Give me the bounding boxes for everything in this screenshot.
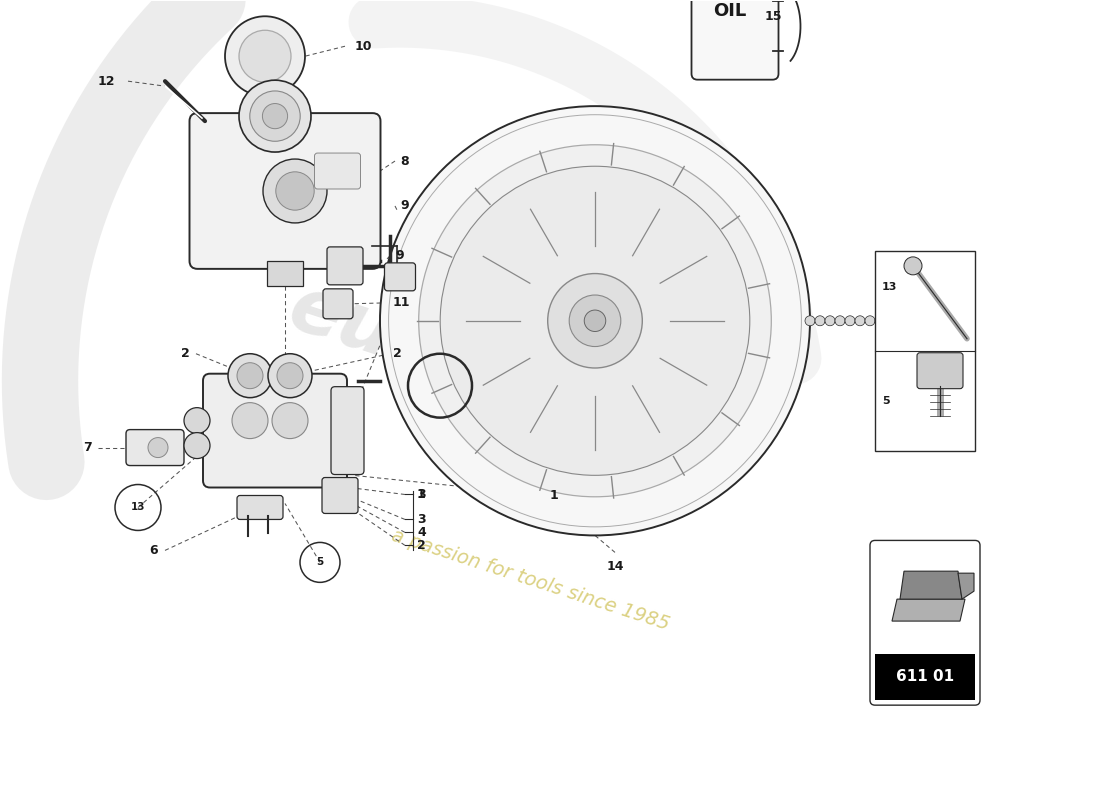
Text: 15: 15 (764, 10, 782, 22)
Bar (267, 261, 303, 286)
FancyBboxPatch shape (874, 251, 975, 450)
Circle shape (250, 91, 300, 142)
FancyBboxPatch shape (331, 386, 364, 474)
Text: 12: 12 (98, 74, 116, 88)
Circle shape (419, 145, 771, 497)
FancyBboxPatch shape (236, 495, 283, 519)
Circle shape (236, 362, 263, 389)
Text: 611 01: 611 01 (895, 670, 954, 685)
Text: 2: 2 (417, 539, 426, 552)
Circle shape (232, 402, 268, 438)
Text: 6: 6 (150, 544, 158, 557)
Circle shape (548, 274, 642, 368)
Circle shape (904, 257, 922, 275)
Text: 10: 10 (355, 40, 373, 53)
Text: 8: 8 (400, 154, 408, 167)
Text: 4: 4 (417, 526, 426, 539)
Circle shape (865, 316, 874, 326)
Polygon shape (958, 573, 974, 599)
Text: 3: 3 (417, 513, 426, 526)
FancyBboxPatch shape (692, 0, 779, 80)
Circle shape (184, 408, 210, 434)
Circle shape (239, 30, 292, 82)
Text: 5: 5 (317, 558, 323, 567)
FancyBboxPatch shape (204, 374, 346, 487)
Circle shape (855, 316, 865, 326)
Circle shape (379, 106, 810, 535)
Text: 1: 1 (550, 489, 559, 502)
Circle shape (835, 316, 845, 326)
Text: 7: 7 (84, 441, 92, 454)
Text: eurospares: eurospares (279, 271, 761, 490)
Circle shape (276, 172, 315, 210)
Text: 2: 2 (182, 347, 190, 360)
Circle shape (815, 316, 825, 326)
FancyBboxPatch shape (315, 153, 361, 189)
FancyBboxPatch shape (327, 247, 363, 285)
Circle shape (569, 295, 620, 346)
Text: a passion for tools since 1985: a passion for tools since 1985 (388, 526, 671, 634)
Circle shape (825, 316, 835, 326)
Circle shape (440, 166, 750, 475)
Circle shape (884, 310, 906, 332)
FancyBboxPatch shape (385, 263, 416, 291)
Text: OIL: OIL (714, 2, 747, 20)
Polygon shape (892, 599, 965, 621)
Text: 5: 5 (882, 396, 890, 406)
Circle shape (268, 354, 312, 398)
Circle shape (845, 316, 855, 326)
Bar (874, 654, 975, 700)
Circle shape (874, 316, 886, 326)
Text: 11: 11 (393, 296, 410, 310)
Polygon shape (900, 571, 962, 599)
FancyBboxPatch shape (322, 478, 358, 514)
Circle shape (272, 402, 308, 438)
Circle shape (277, 362, 302, 389)
Circle shape (228, 354, 272, 398)
Circle shape (263, 103, 287, 129)
FancyBboxPatch shape (189, 113, 381, 269)
Text: 14: 14 (606, 560, 624, 574)
FancyBboxPatch shape (870, 541, 980, 705)
Text: 13: 13 (882, 282, 898, 292)
Circle shape (148, 438, 168, 458)
Circle shape (184, 433, 210, 458)
Circle shape (805, 316, 815, 326)
Text: 2: 2 (393, 347, 402, 360)
FancyBboxPatch shape (917, 353, 962, 389)
Circle shape (263, 159, 327, 223)
Text: 3: 3 (417, 488, 426, 501)
Text: 9: 9 (395, 250, 404, 262)
FancyBboxPatch shape (323, 289, 353, 318)
Text: 9: 9 (400, 199, 408, 213)
Circle shape (239, 80, 311, 152)
Circle shape (226, 16, 305, 96)
Text: 13: 13 (131, 502, 145, 513)
Text: 1: 1 (417, 488, 426, 501)
Circle shape (584, 310, 606, 331)
FancyBboxPatch shape (126, 430, 184, 466)
